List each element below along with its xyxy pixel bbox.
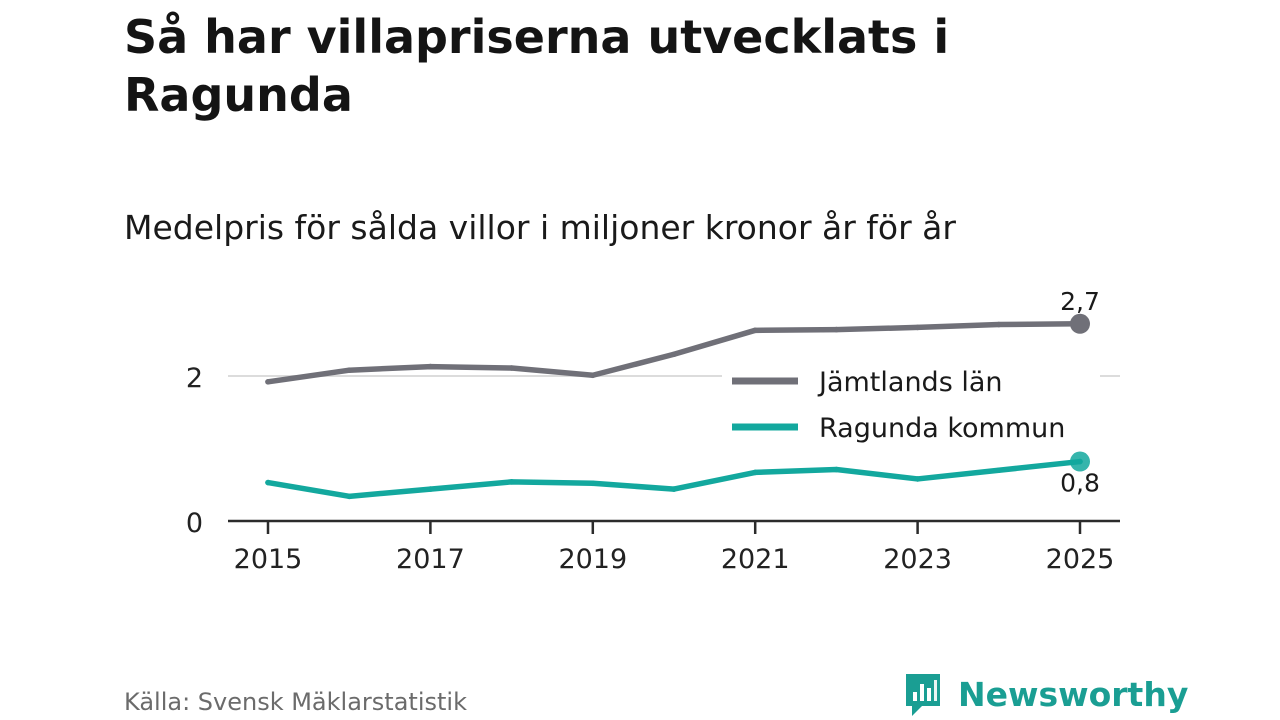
data-point-jämtlands-län-2021: [752, 327, 758, 334]
data-point-ragunda-kommun-2020: [671, 486, 677, 492]
data-point-jämtlands-län-2023: [914, 324, 921, 331]
legend-background: [722, 360, 1100, 450]
data-point-ragunda-kommun-2019: [590, 480, 596, 487]
newsworthy-logo-icon: [906, 674, 940, 716]
data-point-jämtlands-län-2016: [346, 367, 353, 374]
end-label-ragunda-kommun: 0,8: [1060, 469, 1100, 498]
x-tick-label-2019: 2019: [558, 544, 627, 575]
data-point-ragunda-kommun-2023: [914, 476, 921, 482]
data-point-jämtlands-län-2015: [265, 379, 271, 385]
x-tick-label-2023: 2023: [883, 544, 952, 575]
data-point-ragunda-kommun-2018: [508, 479, 515, 485]
chart-subtitle: Medelpris för sålda villor i miljoner kr…: [124, 208, 956, 247]
y-tick-label-0: 0: [186, 508, 203, 539]
data-point-ragunda-kommun-2017: [427, 486, 434, 492]
end-point-ragunda-kommun: [1070, 451, 1090, 472]
x-tick-label-2015: 2015: [234, 544, 303, 575]
legend-label-ragunda-kommun: Ragunda kommun: [819, 413, 1065, 444]
brand-name: Newsworthy: [958, 674, 1189, 714]
data-point-ragunda-kommun-2015: [265, 479, 271, 486]
y-tick-label-2: 2: [186, 363, 203, 394]
x-tick-label-2025: 2025: [1046, 544, 1115, 575]
x-tick-label-2017: 2017: [396, 544, 465, 575]
data-point-jämtlands-län-2018: [508, 365, 515, 371]
data-point-ragunda-kommun-2021: [752, 469, 758, 476]
brand-logo: Newsworthy: [902, 670, 1188, 718]
end-point-jämtlands-län: [1070, 313, 1090, 334]
data-point-ragunda-kommun-2024: [996, 467, 1002, 474]
end-label-jämtlands-län: 2,7: [1060, 287, 1100, 316]
series-lines: [265, 321, 1083, 500]
x-tick-label-2021: 2021: [721, 544, 790, 575]
chart-title: Så har villapriserna utvecklats i Ragund…: [124, 10, 950, 122]
source-note: Källa: Svensk Mäklarstatistik: [124, 688, 467, 716]
data-point-ragunda-kommun-2022: [833, 466, 840, 473]
data-point-ragunda-kommun-2016: [346, 493, 353, 500]
legend-label-jämtlands-län: Jämtlands län: [817, 367, 1003, 398]
data-point-jämtlands-län-2022: [833, 326, 840, 333]
axes: 0 2 2015 2017 2019 2021 2023 2025: [186, 363, 1120, 575]
data-point-jämtlands-län-2019: [590, 372, 596, 379]
legend: Jämtlands län Ragunda kommun: [722, 360, 1100, 450]
data-point-jämtlands-län-2020: [671, 351, 677, 358]
data-point-jämtlands-län-2017: [427, 363, 434, 370]
end-labels: 2,7 0,8: [1060, 287, 1100, 498]
data-point-jämtlands-län-2024: [996, 321, 1002, 328]
